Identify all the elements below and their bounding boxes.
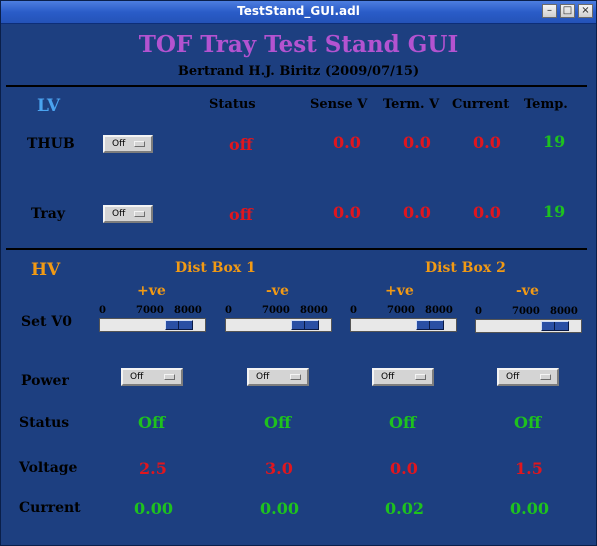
hv-voltage-4: 1.5: [515, 459, 543, 478]
hv-power-menu-value: Off: [381, 372, 395, 382]
lv-row-label-tray: Tray: [31, 206, 65, 222]
thub-power-menu[interactable]: Off: [103, 135, 153, 153]
hv-status-label: Status: [19, 415, 70, 431]
slider-max-tick: 8000: [174, 305, 202, 316]
slider-thumb[interactable]: [164, 320, 193, 330]
hv-power-menu-4[interactable]: Off: [497, 368, 559, 386]
hv-current-2: 0.00: [260, 499, 299, 518]
slider-min-tick: 0: [350, 305, 357, 316]
lv-row-label-thub: THUB: [27, 136, 75, 152]
lv-header-term-v: Term. V: [383, 97, 440, 112]
slider-mid-tick: 7000: [387, 305, 415, 316]
author-credit: Bertrand H.J. Biritz (2009/07/15): [177, 64, 420, 79]
divider-top: [6, 85, 587, 87]
tray-power-menu[interactable]: Off: [103, 205, 153, 223]
hv-current-4: 0.00: [510, 499, 549, 518]
tray-sense-v: 0.0: [333, 203, 361, 222]
tray-current: 0.0: [473, 203, 501, 222]
main-panel: [5, 24, 590, 541]
menu-indicator-icon: [134, 211, 145, 217]
hv-power-menu-value: Off: [506, 372, 520, 382]
slider-mid-tick: 7000: [262, 305, 290, 316]
slider-min-tick: 0: [99, 305, 106, 316]
slider-min-tick: 0: [475, 306, 482, 317]
menu-indicator-icon: [290, 374, 301, 380]
thub-term-v: 0.0: [403, 133, 431, 152]
hv-power-menu-2[interactable]: Off: [247, 368, 309, 386]
hv-power-menu-value: Off: [130, 372, 144, 382]
set-v0-slider-1[interactable]: 0 7000 8000: [99, 305, 206, 332]
tray-status: off: [229, 205, 253, 224]
lv-header-sense-v: Sense V: [310, 97, 368, 112]
slider-mid-tick: 7000: [512, 306, 540, 317]
menu-indicator-icon: [415, 374, 426, 380]
hv-status-1: Off: [138, 413, 166, 432]
thub-temp: 19: [543, 132, 566, 151]
slider-mid-tick: 7000: [136, 305, 164, 316]
hv-current-label: Current: [19, 500, 81, 516]
slider-min-tick: 0: [225, 305, 232, 316]
hv-status-2: Off: [264, 413, 292, 432]
menu-indicator-icon: [134, 141, 145, 147]
slider-track[interactable]: [225, 318, 332, 332]
dist-box-1-label: Dist Box 1: [175, 260, 256, 276]
hv-voltage-1: 2.5: [139, 459, 167, 478]
hv-power-menu-value: Off: [256, 372, 270, 382]
hv-section-label: HV: [31, 260, 61, 280]
slider-thumb[interactable]: [540, 321, 569, 331]
set-v0-slider-3[interactable]: 0 7000 8000: [350, 305, 457, 332]
slider-max-tick: 8000: [550, 306, 578, 317]
set-v0-slider-4[interactable]: 0 7000 8000: [475, 306, 582, 333]
polarity-label-3: +ve: [385, 283, 414, 299]
slider-max-tick: 8000: [300, 305, 328, 316]
slider-track[interactable]: [99, 318, 206, 332]
polarity-label-1: +ve: [137, 283, 166, 299]
hv-current-3: 0.02: [385, 499, 424, 518]
thub-sense-v: 0.0: [333, 133, 361, 152]
title-bar[interactable]: TestStand_GUI.adl – □ ×: [1, 1, 596, 24]
thub-power-menu-value: Off: [112, 139, 126, 149]
menu-indicator-icon: [164, 374, 175, 380]
set-v0-label: Set V0: [21, 314, 72, 330]
hv-voltage-label: Voltage: [19, 460, 78, 476]
lv-header-temp: Temp.: [524, 97, 568, 112]
slider-track[interactable]: [475, 319, 582, 333]
maximize-icon[interactable]: □: [560, 4, 575, 18]
tray-power-menu-value: Off: [112, 209, 126, 219]
hv-current-1: 0.00: [134, 499, 173, 518]
slider-thumb[interactable]: [415, 320, 444, 330]
polarity-label-2: -ve: [266, 283, 289, 299]
hv-power-menu-1[interactable]: Off: [121, 368, 183, 386]
tray-term-v: 0.0: [403, 203, 431, 222]
page-title: TOF Tray Test Stand GUI: [138, 31, 459, 58]
thub-status: off: [229, 135, 253, 154]
hv-voltage-2: 3.0: [265, 459, 293, 478]
hv-status-3: Off: [389, 413, 417, 432]
hv-power-menu-3[interactable]: Off: [372, 368, 434, 386]
slider-max-tick: 8000: [425, 305, 453, 316]
thub-current: 0.0: [473, 133, 501, 152]
divider-middle: [6, 248, 587, 250]
tray-temp: 19: [543, 202, 566, 221]
dist-box-2-label: Dist Box 2: [425, 260, 506, 276]
lv-header-status: Status: [209, 97, 256, 112]
slider-thumb[interactable]: [290, 320, 319, 330]
hv-voltage-3: 0.0: [390, 459, 418, 478]
window-title: TestStand_GUI.adl: [237, 4, 360, 18]
power-label: Power: [21, 373, 69, 389]
menu-indicator-icon: [540, 374, 551, 380]
minimize-icon[interactable]: –: [542, 4, 557, 18]
lv-section-label: LV: [37, 96, 61, 116]
slider-track[interactable]: [350, 318, 457, 332]
polarity-label-4: -ve: [516, 283, 539, 299]
set-v0-slider-2[interactable]: 0 7000 8000: [225, 305, 332, 332]
hv-status-4: Off: [514, 413, 542, 432]
close-icon[interactable]: ×: [578, 4, 593, 18]
lv-header-current: Current: [452, 97, 510, 112]
